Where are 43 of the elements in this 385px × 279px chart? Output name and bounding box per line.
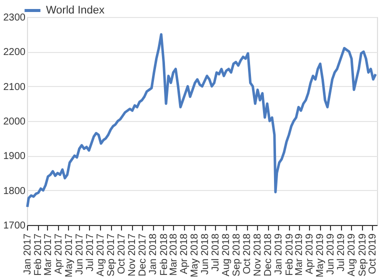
- x-tick-label: May 2019: [315, 233, 326, 278]
- line-series: [26, 33, 377, 208]
- x-tick-label: Nov 2018: [252, 233, 264, 276]
- x-tick-label: Mar 2018: [168, 233, 180, 276]
- x-tick-label: Sep 2018: [232, 233, 243, 276]
- x-tick-label: Apr 2019: [304, 233, 316, 274]
- x-tick-label: Feb 2017: [33, 233, 44, 276]
- x-tick-label: Jan 2019: [274, 233, 285, 275]
- x-tick-label: Oct 2019: [368, 233, 379, 274]
- x-tick-label: Nov 2017: [127, 233, 138, 276]
- x-tick-label: Apr 2017: [53, 233, 64, 274]
- x-tick-label: Mar 2017: [42, 233, 54, 276]
- x-tick-label: Oct 2017: [116, 233, 128, 274]
- x-tick-label: Jun 2017: [74, 233, 86, 275]
- x-tick-label: Jan 2017: [22, 233, 34, 275]
- x-tick-label: Mar 2019: [294, 233, 306, 276]
- x-tick-label: Dec 2017: [137, 233, 148, 276]
- y-tick-label: 2100: [3, 82, 26, 93]
- y-tick-label: 1700: [3, 220, 26, 232]
- y-tick-label: 1800: [3, 186, 26, 197]
- y-tick-label: 2000: [3, 116, 26, 128]
- x-tick-label: Aug 2019: [346, 233, 358, 276]
- x-tick-label: Aug 2017: [95, 233, 106, 276]
- x-tick-label: Feb 2019: [284, 233, 296, 276]
- x-tick-label: Oct 2018: [242, 233, 254, 274]
- x-tick-label: Jun 2018: [200, 233, 212, 275]
- x-tick-label: May 2018: [189, 233, 200, 278]
- x-tick-label: May 2017: [64, 233, 75, 278]
- x-tick-label: Jun 2019: [326, 233, 337, 275]
- x-tick-label: Dec 2018: [263, 233, 274, 276]
- legend-label: World Index: [46, 4, 105, 16]
- x-tick-label: Sep 2019: [357, 233, 368, 276]
- x-tick-label: Jul 2019: [336, 233, 348, 272]
- x-tick-label: Apr 2018: [179, 233, 190, 274]
- x-tick-label: Jul 2017: [84, 233, 96, 272]
- y-tick-label: 1900: [3, 151, 26, 162]
- y-tick-label: 2200: [3, 47, 26, 58]
- x-tick-label: Jan 2018: [148, 233, 160, 275]
- x-tick-label: Feb 2018: [158, 233, 170, 276]
- x-tick-label: Sep 2017: [106, 233, 118, 276]
- x-tick-label: Jul 2018: [210, 233, 222, 272]
- x-tick-label: Aug 2018: [221, 233, 232, 276]
- y-tick-label: 2300: [3, 12, 26, 24]
